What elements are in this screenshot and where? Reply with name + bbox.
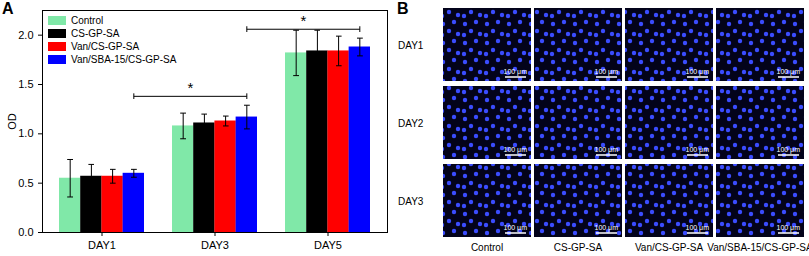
svg-text:100 μm: 100 μm <box>595 68 619 76</box>
svg-text:0.0: 0.0 <box>18 226 33 238</box>
svg-text:DAY3: DAY3 <box>398 196 424 207</box>
svg-text:100 μm: 100 μm <box>777 146 801 154</box>
svg-text:100 μm: 100 μm <box>686 68 710 76</box>
svg-text:100 μm: 100 μm <box>595 146 619 154</box>
svg-text:*: * <box>300 12 306 29</box>
svg-text:100 μm: 100 μm <box>504 146 528 154</box>
svg-text:0.5: 0.5 <box>18 177 33 189</box>
svg-text:1.5: 1.5 <box>18 78 33 90</box>
svg-text:DAY5: DAY5 <box>314 239 342 251</box>
html-text:Van/CS-GP-SA: Van/CS-GP-SA <box>71 41 140 52</box>
html-text:A: A <box>2 0 14 17</box>
svg-text:DAY3: DAY3 <box>201 239 229 251</box>
svg-text:2.0: 2.0 <box>18 29 33 41</box>
svg-text:Van/SBA-15/CS-GP-SA: Van/SBA-15/CS-GP-SA <box>707 242 809 253</box>
svg-text:100 μm: 100 μm <box>504 224 528 232</box>
svg-text:DAY1: DAY1 <box>88 239 116 251</box>
svg-text:Van/CS-GP-SA: Van/CS-GP-SA <box>635 242 703 253</box>
svg-text:CS-GP-SA: CS-GP-SA <box>554 242 603 253</box>
svg-text:OD: OD <box>6 113 18 130</box>
html-text:Control: Control <box>71 15 104 26</box>
svg-text:DAY2: DAY2 <box>398 118 424 129</box>
svg-text:*: * <box>187 79 193 96</box>
svg-text:100 μm: 100 μm <box>595 224 619 232</box>
svg-text:Control: Control <box>471 242 503 253</box>
svg-text:100 μm: 100 μm <box>686 146 710 154</box>
html-text:B: B <box>397 0 409 17</box>
svg-text:1.0: 1.0 <box>18 127 33 139</box>
html-text:Van/SBA-15/CS-GP-SA: Van/SBA-15/CS-GP-SA <box>71 54 177 65</box>
svg-text:100 μm: 100 μm <box>777 224 801 232</box>
svg-text:100 μm: 100 μm <box>686 224 710 232</box>
svg-text:DAY1: DAY1 <box>398 40 424 51</box>
html-text:CS-GP-SA: CS-GP-SA <box>71 28 120 39</box>
svg-text:100 μm: 100 μm <box>777 68 801 76</box>
svg-text:100 μm: 100 μm <box>504 68 528 76</box>
